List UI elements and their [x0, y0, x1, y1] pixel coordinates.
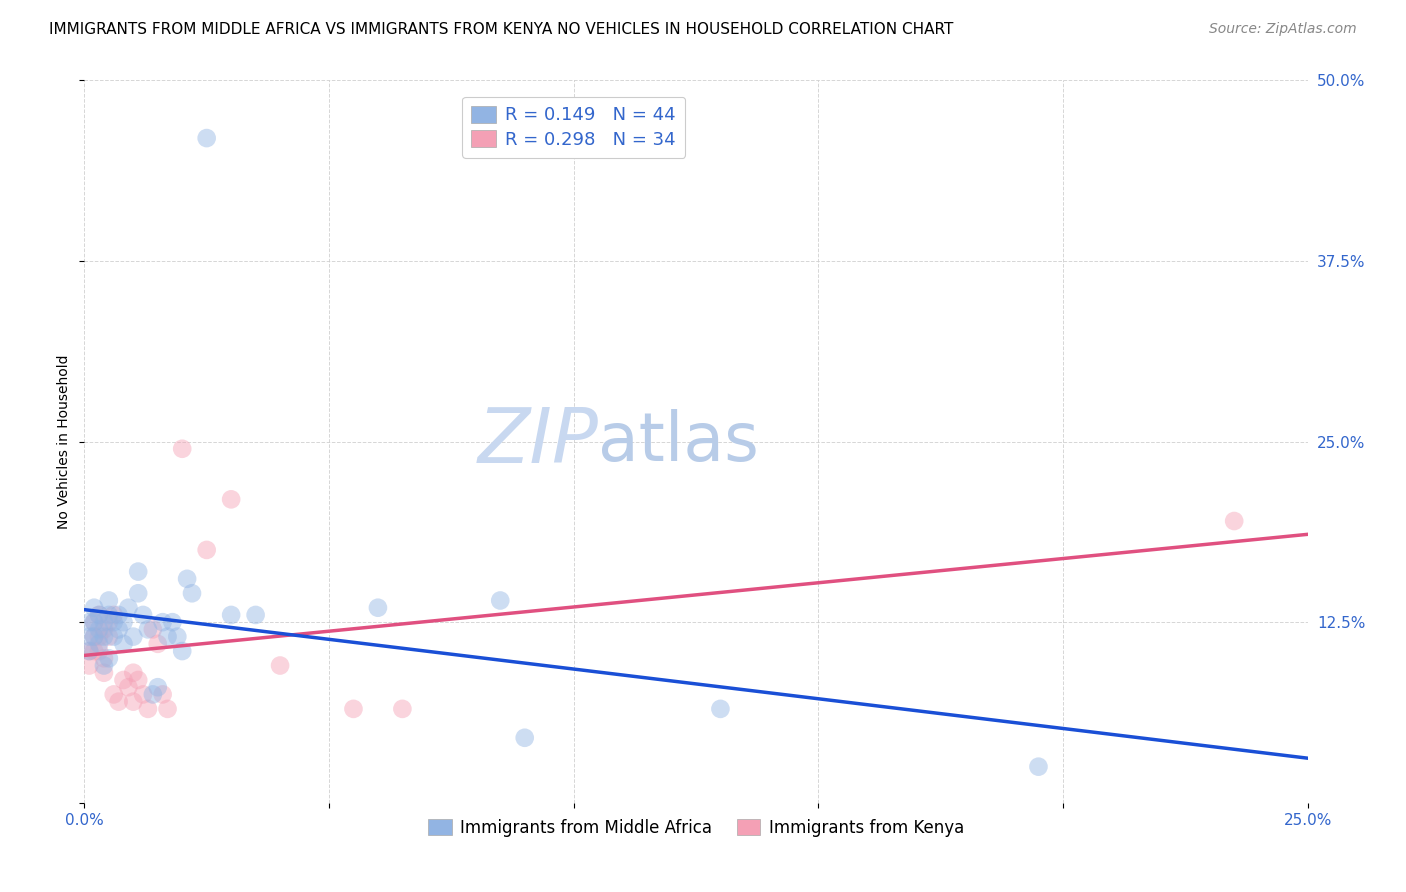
Point — [1028, 760, 1050, 774]
Point — [77, 615, 100, 630]
Text: IMMIGRANTS FROM MIDDLE AFRICA VS IMMIGRANTS FROM KENYA NO VEHICLES IN HOUSEHOLD : IMMIGRANTS FROM MIDDLE AFRICA VS IMMIGRA… — [49, 22, 953, 37]
Point — [112, 673, 135, 687]
Point — [83, 615, 105, 630]
Point — [117, 600, 139, 615]
Point — [93, 665, 115, 680]
Point — [156, 630, 179, 644]
Point — [181, 586, 204, 600]
Point — [142, 623, 165, 637]
Point — [83, 600, 105, 615]
Point — [367, 600, 389, 615]
Point — [132, 607, 155, 622]
Point — [152, 687, 174, 701]
Point — [132, 687, 155, 701]
Point — [136, 623, 159, 637]
Point — [83, 644, 105, 658]
Point — [172, 644, 194, 658]
Point — [219, 607, 242, 622]
Point — [245, 607, 267, 622]
Point — [83, 630, 105, 644]
Point — [97, 615, 120, 630]
Point — [87, 607, 110, 622]
Point — [142, 687, 165, 701]
Point — [709, 702, 731, 716]
Point — [146, 680, 169, 694]
Point — [342, 702, 364, 716]
Point — [83, 615, 105, 630]
Point — [87, 644, 110, 658]
Point — [93, 630, 115, 644]
Point — [103, 607, 125, 622]
Text: atlas: atlas — [598, 409, 759, 475]
Point — [166, 630, 188, 644]
Point — [176, 572, 198, 586]
Point — [513, 731, 536, 745]
Point — [97, 607, 120, 622]
Point — [77, 630, 100, 644]
Point — [112, 637, 135, 651]
Point — [97, 630, 120, 644]
Point — [219, 492, 242, 507]
Legend: Immigrants from Middle Africa, Immigrants from Kenya: Immigrants from Middle Africa, Immigrant… — [420, 810, 972, 845]
Point — [107, 695, 129, 709]
Point — [162, 615, 184, 630]
Point — [122, 630, 145, 644]
Point — [93, 651, 115, 665]
Point — [122, 665, 145, 680]
Point — [1223, 514, 1246, 528]
Point — [93, 615, 115, 630]
Point — [195, 131, 218, 145]
Point — [122, 695, 145, 709]
Point — [195, 542, 218, 557]
Point — [489, 593, 512, 607]
Point — [172, 442, 194, 456]
Point — [83, 630, 105, 644]
Text: ZIP: ZIP — [477, 405, 598, 478]
Point — [136, 702, 159, 716]
Text: Source: ZipAtlas.com: Source: ZipAtlas.com — [1209, 22, 1357, 37]
Point — [97, 593, 120, 607]
Point — [103, 687, 125, 701]
Point — [103, 615, 125, 630]
Point — [87, 607, 110, 622]
Point — [77, 644, 100, 658]
Point — [97, 651, 120, 665]
Point — [127, 586, 149, 600]
Point — [127, 673, 149, 687]
Point — [87, 623, 110, 637]
Point — [152, 615, 174, 630]
Point — [107, 623, 129, 637]
Point — [269, 658, 291, 673]
Point — [87, 637, 110, 651]
Point — [146, 637, 169, 651]
Point — [127, 565, 149, 579]
Point — [77, 658, 100, 673]
Point — [391, 702, 413, 716]
Y-axis label: No Vehicles in Household: No Vehicles in Household — [58, 354, 72, 529]
Point — [77, 644, 100, 658]
Point — [107, 607, 129, 622]
Point — [93, 658, 115, 673]
Point — [103, 630, 125, 644]
Point — [87, 630, 110, 644]
Point — [156, 702, 179, 716]
Point — [117, 680, 139, 694]
Point — [93, 623, 115, 637]
Point — [112, 615, 135, 630]
